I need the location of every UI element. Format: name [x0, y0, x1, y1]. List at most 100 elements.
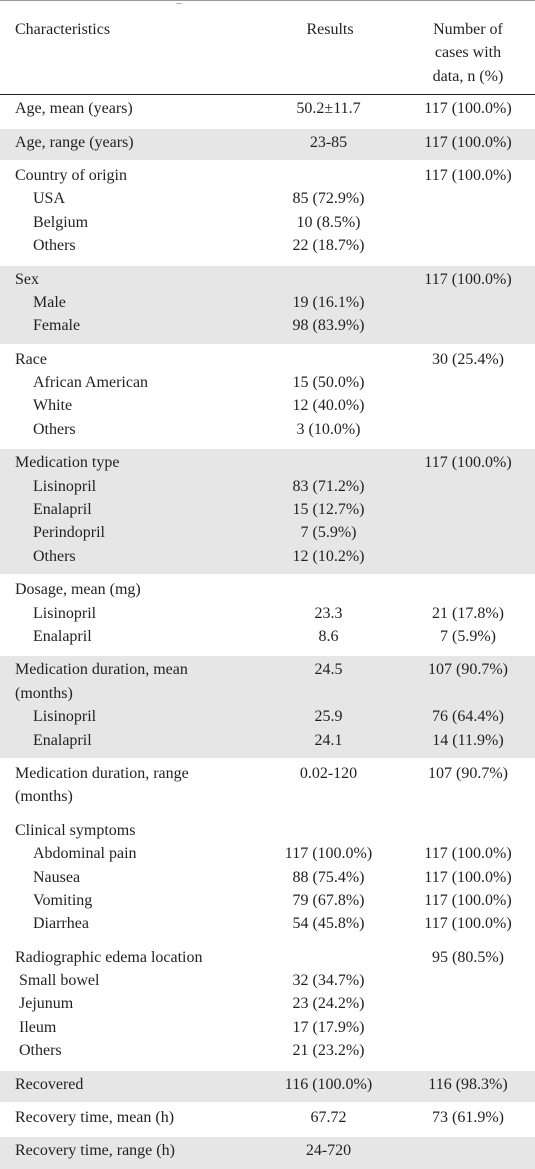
row-label: Recovery time, mean (h)	[15, 1109, 175, 1127]
cases-cell: 117 (100.0%) 117 (100.0%) 117 (100.0%) 117 …	[401, 814, 535, 943]
result-cell: 117 (100.0%) 88 (75.4%) 79 (67.8%) 54 (45.8…	[256, 814, 401, 943]
sub-item-cases	[401, 1016, 535, 1039]
result-cell: 83 (71.2%) 15 (12.7%) 7 (5.9%) 12 (10.2%)	[256, 447, 401, 576]
sub-item-label: Ileum	[19, 1018, 57, 1036]
table-body: Age, mean (years) 50.2±11.7 117 (100.0%) Ag…	[0, 94, 535, 1169]
sub-item-cases	[401, 969, 535, 992]
sub-item-result: 15 (12.7%)	[292, 501, 365, 519]
sub-item-label: Perindopril	[33, 524, 105, 542]
top-tick-mark	[176, 0, 182, 4]
sub-item-cases	[401, 211, 535, 234]
table-row: Medication duration, mean (months) Lisinop…	[0, 654, 535, 759]
row-label: Age, mean (years)	[15, 100, 133, 118]
result-cell: 24.5 25.9 24.1	[256, 654, 401, 759]
characteristic-cell: Clinical symptoms Abdominal pain Nausea Vom…	[0, 814, 256, 943]
cases-cell	[401, 1135, 535, 1169]
result-cell: 50.2±11.7	[256, 94, 401, 128]
row-label: Radiographic edema location	[15, 948, 203, 966]
characteristic-cell: Dosage, mean (mg) Lisinopril Enalapril	[0, 574, 256, 656]
row-result: 116 (100.0%)	[284, 1075, 373, 1093]
sub-item-result: 23 (24.2%)	[292, 995, 365, 1013]
sub-item-label: African American	[33, 374, 149, 392]
sub-item-cases	[401, 234, 535, 257]
sub-item-result: 25.9	[314, 708, 343, 726]
sub-item-cases	[401, 371, 535, 394]
sub-item-label: Male	[33, 293, 66, 311]
sub-item-cases: 117 (100.0%)	[424, 915, 512, 933]
sub-item-cases: 117 (100.0%)	[424, 845, 512, 863]
sub-item-result: 23.3	[314, 604, 343, 622]
sub-item-cases: 117 (100.0%)	[424, 868, 512, 886]
header-cases-line-3: data, n (%)	[432, 67, 504, 85]
table-row: Dosage, mean (mg) Lisinopril Enalapril 23.3…	[0, 574, 535, 656]
sub-item-label: Others	[33, 237, 76, 255]
result-cell: 32 (34.7%) 23 (24.2%) 17 (17.9%) 21 (23.2%)	[256, 941, 401, 1070]
row-result	[256, 268, 401, 291]
sub-item-cases	[401, 314, 535, 337]
sub-item-label: Lisinopril	[33, 708, 97, 726]
row-result	[256, 164, 401, 187]
sub-item-label: Diarrhea	[33, 915, 89, 933]
row-cases: 117 (100.0%)	[424, 454, 512, 472]
sub-item-cases	[401, 545, 535, 568]
row-cases: 95 (80.5%)	[432, 948, 504, 966]
row-cases: 73 (61.9%)	[432, 1109, 504, 1127]
row-result	[256, 946, 401, 969]
characteristics-table: Characteristics Results Number of cases …	[0, 8, 535, 1169]
sub-item-label: Belgium	[33, 213, 89, 231]
row-result: 24-720	[305, 1142, 352, 1160]
cases-cell: 117 (100.0%)	[401, 126, 535, 161]
table-row: Clinical symptoms Abdominal pain Nausea Vom…	[0, 814, 535, 943]
row-cases: 117 (100.0%)	[424, 133, 512, 151]
row-cases: 30 (25.4%)	[432, 350, 504, 368]
cases-cell: 117 (100.0%)	[401, 159, 535, 265]
row-cases: 117 (100.0%)	[424, 166, 512, 184]
sub-item-cases: 14 (11.9%)	[432, 731, 504, 749]
table-row: Radiographic edema location Small bowel Je…	[0, 941, 535, 1070]
sub-item-label: Others	[19, 1042, 62, 1060]
row-label: Sex	[15, 270, 39, 288]
characteristic-cell: Recovered	[0, 1068, 256, 1104]
cases-cell: 30 (25.4%)	[401, 343, 535, 449]
sub-item-label: Small bowel	[19, 972, 100, 990]
row-label: Recovered	[15, 1075, 84, 1093]
row-cases: 117 (100.0%)	[424, 100, 512, 118]
table-row: Age, range (years) 23-85 117 (100.0%)	[0, 126, 535, 161]
result-cell: 23.3 8.6	[256, 574, 401, 656]
sub-item-label: Vomiting	[33, 891, 93, 909]
row-result	[256, 819, 401, 842]
sub-item-label: Enalapril	[33, 501, 92, 519]
sub-item-label: Enalapril	[33, 627, 92, 645]
result-cell: 67.72	[256, 1102, 401, 1137]
header-cases-line-2: cases with	[434, 44, 502, 62]
sub-item-result: 21 (23.2%)	[292, 1042, 365, 1060]
cases-cell: 95 (80.5%)	[401, 941, 535, 1070]
characteristic-cell: Age, mean (years)	[0, 94, 256, 128]
row-label: (months)	[15, 788, 73, 806]
row-cases: 107 (90.7%)	[428, 661, 508, 679]
row-result	[256, 451, 401, 474]
sub-item-label: Lisinopril	[33, 477, 97, 495]
table-row: Recovery time, range (h) 24-720	[0, 1135, 535, 1169]
sub-item-label: White	[33, 397, 73, 415]
characteristic-cell: Medication type Lisinopril Enalapril Perind…	[0, 447, 256, 576]
row-label: Race	[15, 350, 47, 368]
row-cases	[401, 819, 535, 842]
table-row: Medication duration, range (months) 0.02-1…	[0, 757, 535, 816]
spacer	[256, 785, 401, 808]
row-cases	[401, 578, 535, 601]
cases-cell: 117 (100.0%)	[401, 447, 535, 576]
spacer	[401, 682, 535, 705]
sub-item-result: 85 (72.9%)	[292, 190, 365, 208]
top-rule	[0, 0, 535, 1]
sub-item-label: Nausea	[33, 868, 81, 886]
table-row: Age, mean (years) 50.2±11.7 117 (100.0%)	[0, 94, 535, 128]
characteristic-cell: Recovery time, mean (h)	[0, 1102, 256, 1137]
sub-item-result: 54 (45.8%)	[292, 915, 365, 933]
row-label: Clinical symptoms	[15, 821, 136, 839]
cases-cell: 21 (17.8%) 7 (5.9%)	[401, 574, 535, 656]
sub-item-result: 117 (100.0%)	[284, 845, 373, 863]
row-cases: 117 (100.0%)	[424, 270, 512, 288]
sub-item-cases	[401, 498, 535, 521]
table-row: Recovery time, mean (h) 67.72 73 (61.9%)	[0, 1102, 535, 1137]
